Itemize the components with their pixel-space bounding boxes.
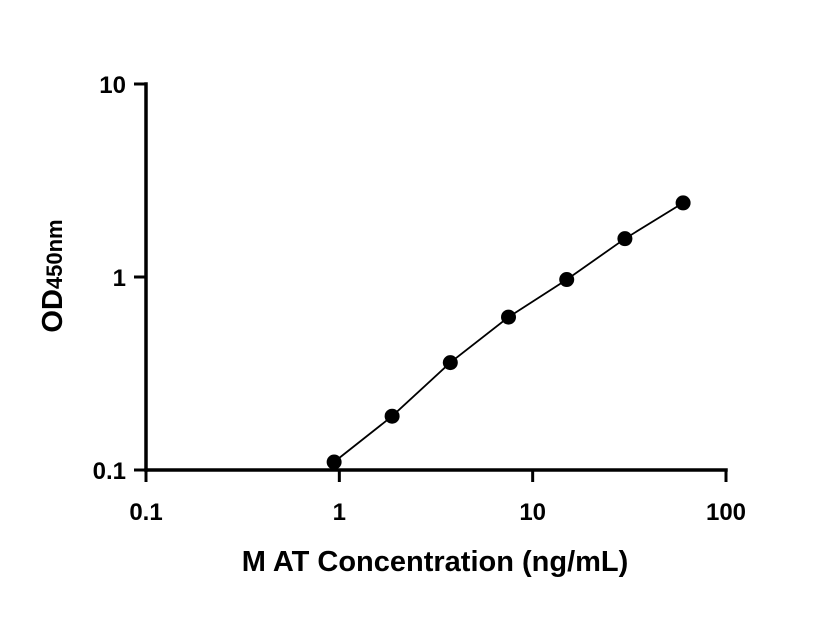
- data-point: [384, 408, 400, 424]
- y-tick-label: 1: [113, 265, 126, 292]
- y-axis-title: OD450nm: [37, 219, 69, 332]
- data-point: [501, 309, 517, 325]
- y-tick-label: 10: [99, 72, 126, 99]
- x-tick-label: 1: [333, 499, 346, 526]
- data-point: [617, 231, 633, 247]
- data-point: [559, 272, 575, 288]
- x-tick-label: 0.1: [129, 499, 162, 526]
- y-axis-title-main: OD: [37, 289, 69, 333]
- y-tick-label: 0.1: [93, 458, 126, 485]
- x-axis-title: M AT Concentration (ng/mL): [242, 546, 629, 578]
- data-point: [442, 355, 458, 371]
- x-tick-label: 100: [706, 499, 746, 526]
- y-axis-title-subscript: 450nm: [42, 219, 67, 289]
- data-points: [326, 195, 691, 470]
- data-point: [326, 454, 342, 470]
- axes: 0.1 1 10 100 0.1 1 10: [93, 72, 746, 526]
- data-point: [675, 195, 691, 211]
- x-tick-label: 10: [519, 499, 546, 526]
